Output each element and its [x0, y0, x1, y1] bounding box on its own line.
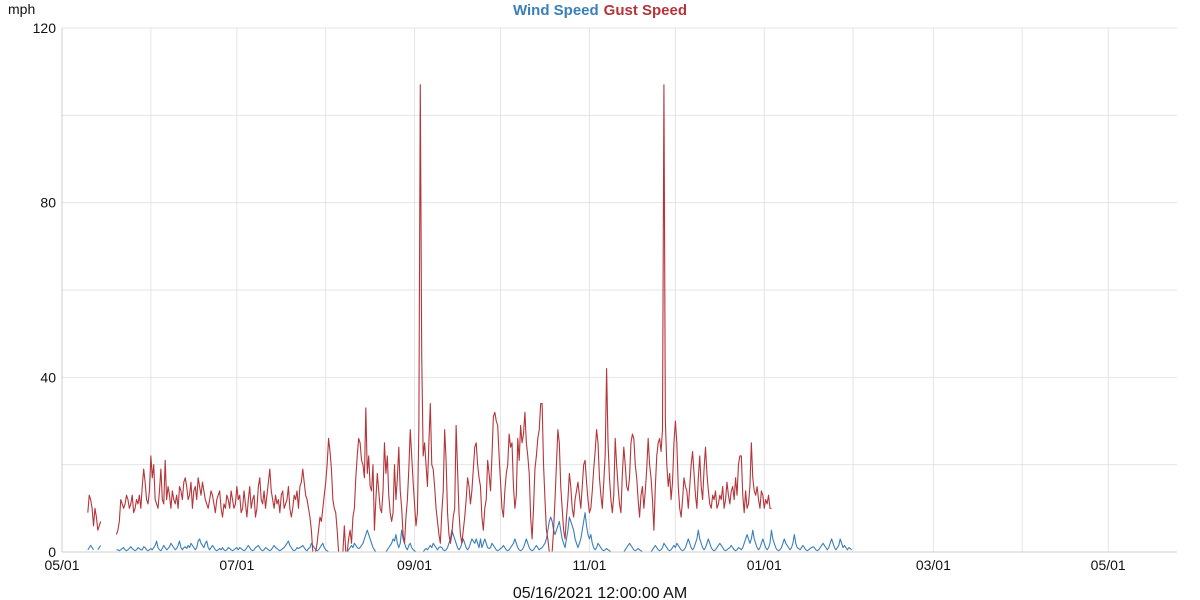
axes: 0 40 80 120 05/01 07/01 09/01 11/01 01/01 03/01 05…	[33, 20, 1177, 573]
x-tick-label: 05/01	[1091, 557, 1126, 573]
x-tick-label: 03/01	[916, 557, 951, 573]
grid	[62, 27, 1177, 553]
x-axis-label: 05/16/2021 12:00:00 AM	[513, 585, 687, 600]
y-axis-unit: mph	[8, 1, 35, 17]
y-tick-label: 120	[33, 20, 57, 36]
x-tick-label: 05/01	[44, 557, 79, 573]
y-tick-label: 40	[40, 369, 56, 385]
x-tick-label: 07/01	[219, 557, 254, 573]
legend-wind-speed[interactable]: Wind Speed	[513, 2, 599, 19]
y-tick-label: 0	[48, 544, 56, 560]
series-layer	[87, 84, 853, 553]
legend-gust-speed[interactable]: Gust Speed	[604, 2, 687, 19]
y-tick-label: 80	[40, 195, 56, 211]
series-line-wind-speed	[87, 512, 853, 553]
series-line-gust-speed	[87, 84, 772, 553]
x-tick-label: 11/01	[572, 557, 606, 573]
x-tick-label: 01/01	[747, 557, 782, 573]
x-tick-label: 09/01	[397, 557, 432, 573]
legend: Wind Speed Gust Speed	[513, 2, 687, 19]
